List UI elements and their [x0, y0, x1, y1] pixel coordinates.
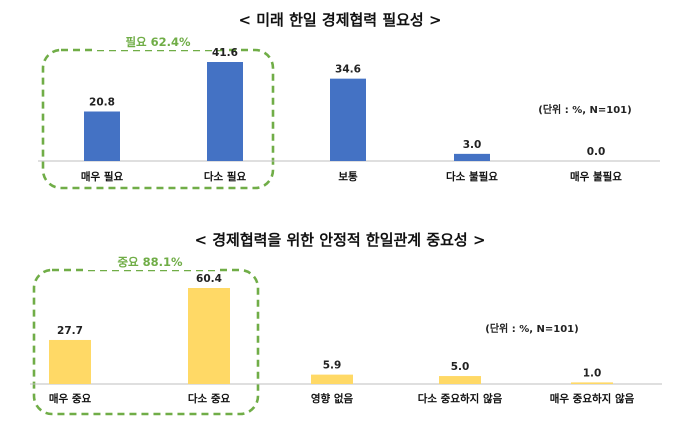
category-label-3: 다소 중요하지 않음	[418, 392, 503, 405]
bar-value-label-3: 5.0	[451, 361, 470, 373]
panel-importance-group-box	[32, 268, 260, 416]
category-label-0: 매우 중요	[49, 392, 92, 405]
bar-value-label-3: 3.0	[463, 139, 482, 151]
bar-0	[49, 339, 91, 384]
bar-value-label-2: 34.6	[335, 64, 361, 76]
category-label-1: 다소 필요	[204, 170, 247, 183]
category-label-2: 보통	[338, 171, 358, 183]
bar-2	[311, 374, 353, 384]
bar-3	[454, 153, 490, 161]
panel-necessity-group-label: 필요 62.4%	[125, 35, 191, 49]
category-label-4: 매우 중요하지 않음	[550, 392, 635, 405]
category-label-1: 다소 중요	[188, 392, 231, 405]
bar-value-label-0: 20.8	[89, 97, 115, 109]
bar-0	[84, 111, 120, 161]
panel-necessity-unit-note: (단위 : %, N=101)	[538, 103, 631, 116]
panel-necessity-bars: 20.8 매우 필요 41.6 다소 필요 34.6 보통 3.0 다소 불필요 0.0 매우 불…	[81, 47, 622, 183]
bar-2	[330, 78, 366, 161]
panel-importance-group-label-bg	[86, 252, 216, 270]
panel-necessity: < 미래 한일 경제협력 필요성 > 필요 62.4% (단위 : %, N=1…	[38, 11, 660, 190]
category-label-4: 매우 불필요	[570, 170, 622, 183]
bar-value-label-1: 60.4	[196, 273, 222, 285]
panel-importance-title: < 경제협력을 위한 안정적 한일관계 중요성 >	[194, 231, 485, 249]
bar-1	[188, 288, 230, 384]
panel-importance-unit-note: (단위 : %, N=101)	[485, 322, 578, 335]
category-label-2: 영향 없음	[311, 392, 354, 405]
panel-importance-bars: 27.7 매우 중요 60.4 다소 중요 5.9 영향 없음 5.0 다소 중요하지 않음 1…	[49, 273, 635, 405]
bar-3	[439, 376, 481, 384]
bar-value-label-4: 1.0	[583, 367, 602, 379]
bar-value-label-0: 27.7	[57, 325, 83, 337]
panel-necessity-group-label-bg	[96, 32, 220, 50]
category-label-0: 매우 필요	[81, 170, 124, 183]
bar-4	[571, 382, 613, 384]
bar-value-label-4: 0.0	[587, 146, 606, 158]
category-label-3: 다소 불필요	[446, 170, 498, 183]
bar-1	[207, 62, 243, 161]
bar-value-label-1: 41.6	[212, 47, 238, 59]
panel-necessity-title: < 미래 한일 경제협력 필요성 >	[238, 11, 441, 29]
bar-value-label-2: 5.9	[323, 360, 342, 372]
panel-importance: < 경제협력을 위한 안정적 한일관계 중요성 > 중요 88.1% (단위 :…	[30, 231, 662, 416]
panel-importance-group-label: 중요 88.1%	[117, 255, 183, 269]
